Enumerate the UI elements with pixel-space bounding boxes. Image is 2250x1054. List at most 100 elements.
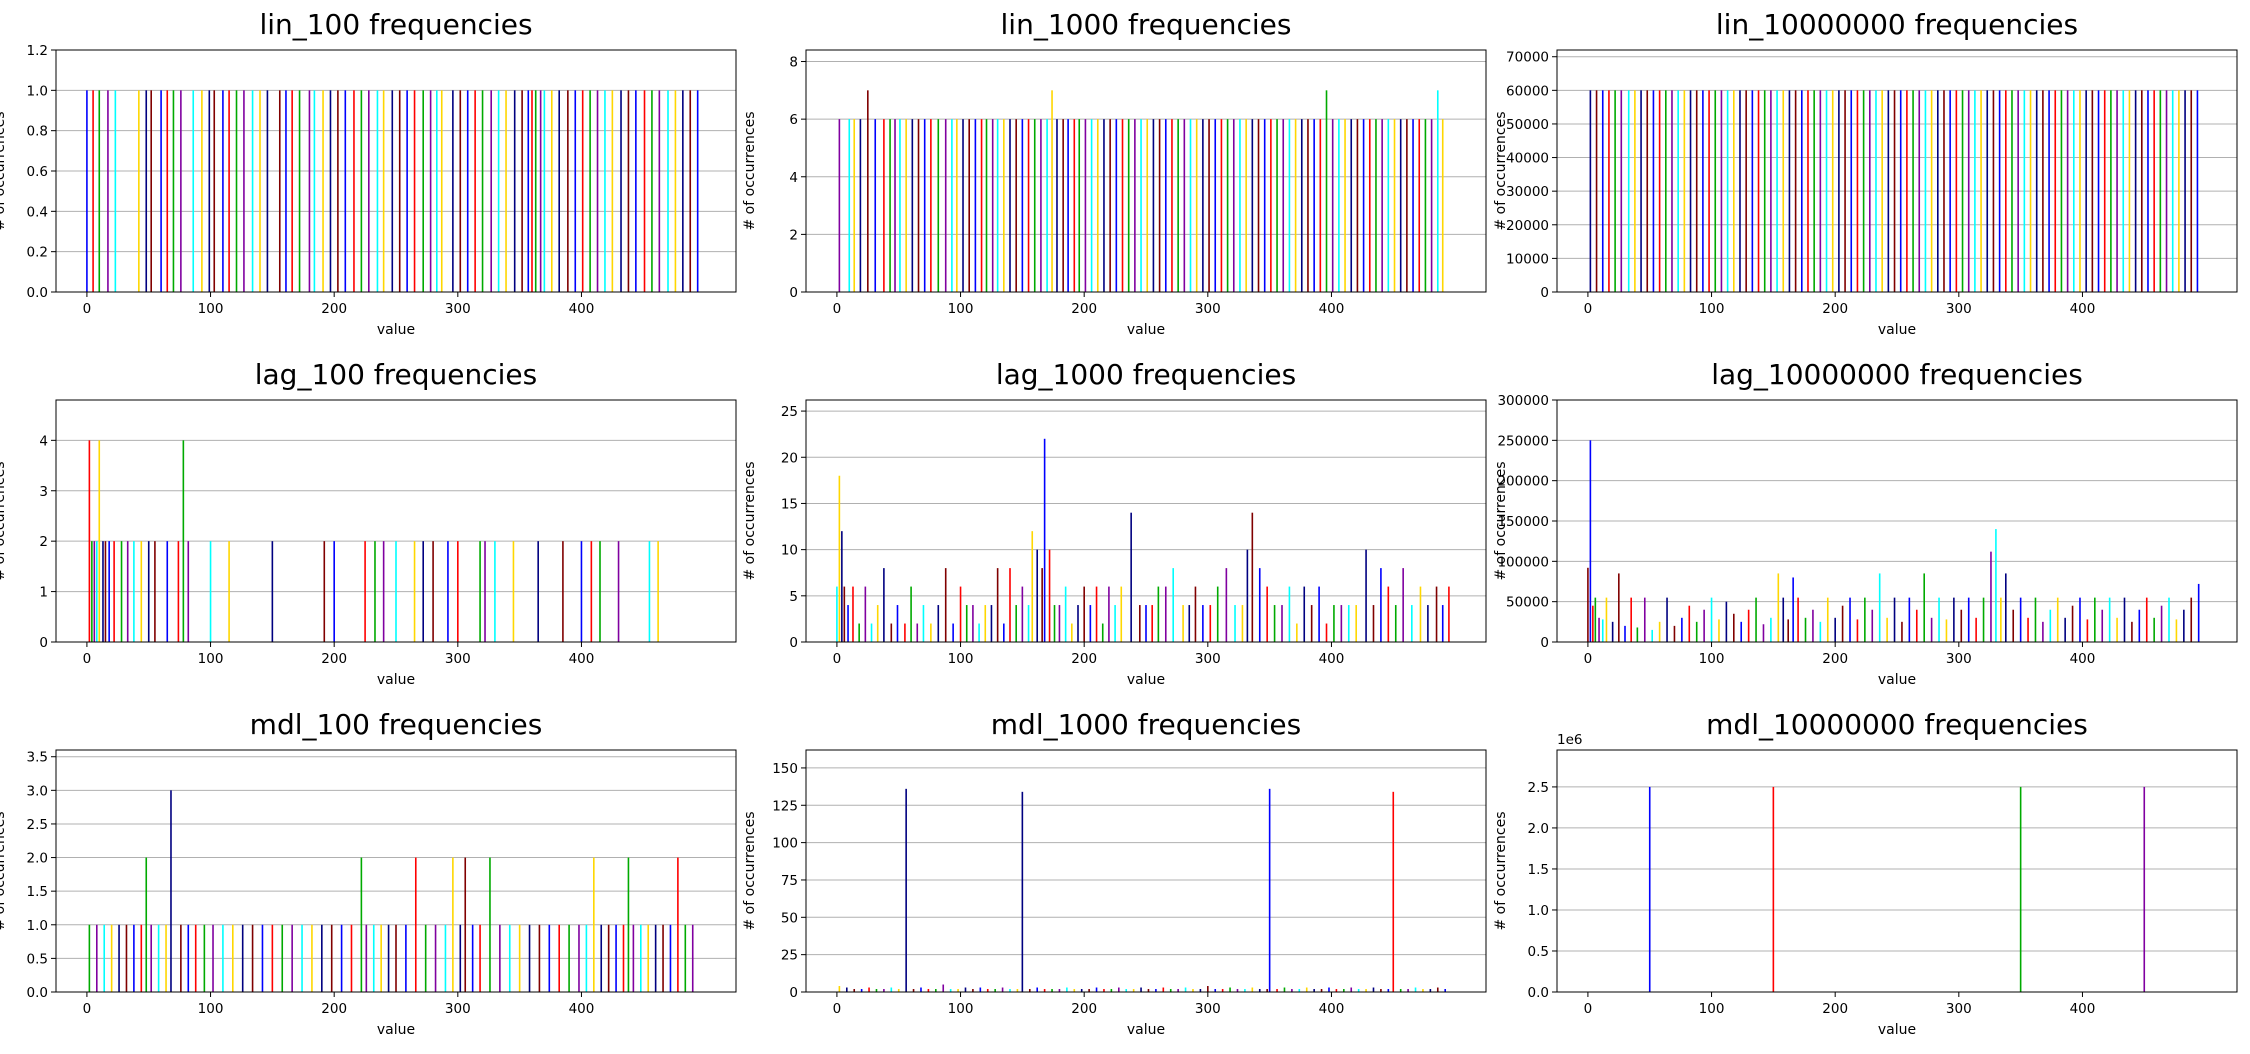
- x-tick-label: 400: [1319, 651, 1345, 667]
- bar: [2071, 605, 2074, 642]
- bar: [846, 987, 848, 992]
- bar: [852, 586, 854, 642]
- y-tick-label: 25: [781, 948, 798, 964]
- bar: [1127, 119, 1130, 292]
- bar: [1886, 617, 1888, 642]
- x-tick-label: 0: [83, 301, 92, 317]
- bar: [395, 541, 397, 642]
- bar: [120, 541, 123, 642]
- bar: [651, 90, 653, 292]
- bar: [864, 586, 867, 642]
- bar: [1134, 119, 1136, 292]
- x-tick-label: 400: [1319, 301, 1345, 317]
- bar: [232, 924, 234, 992]
- x-tick-label: 300: [1946, 301, 1972, 317]
- bar: [1188, 605, 1191, 642]
- bar: [434, 924, 437, 992]
- bar: [459, 924, 462, 992]
- bar: [1146, 119, 1149, 292]
- bar: [1313, 119, 1315, 292]
- bar: [1095, 987, 1098, 992]
- bar: [92, 90, 94, 292]
- x-tick-label: 0: [833, 651, 842, 667]
- bar: [972, 989, 974, 992]
- bar: [1598, 617, 1600, 642]
- bar: [1381, 119, 1383, 292]
- bar: [1387, 119, 1390, 292]
- bar: [1209, 605, 1212, 642]
- bar: [858, 623, 860, 642]
- bar: [968, 119, 970, 292]
- bar: [657, 541, 659, 642]
- bar: [841, 531, 843, 642]
- y-axis-label: # of occurrences: [0, 461, 8, 580]
- bar: [1046, 119, 1048, 292]
- x-tick-label: 100: [948, 1001, 974, 1017]
- bar: [180, 924, 182, 992]
- bar: [1982, 597, 1985, 642]
- bar: [658, 90, 661, 292]
- bar: [405, 924, 407, 992]
- bar: [1856, 90, 1859, 292]
- bar: [481, 90, 484, 292]
- bar: [1350, 987, 1353, 992]
- bar: [1114, 605, 1116, 642]
- bar: [1953, 597, 1955, 642]
- bar: [1162, 987, 1165, 992]
- bar: [1624, 625, 1626, 642]
- bar: [2110, 90, 2112, 292]
- bar: [1202, 119, 1204, 292]
- bar: [640, 924, 642, 992]
- bar: [1115, 119, 1118, 292]
- bar: [1120, 586, 1123, 642]
- y-tick-label: 100000: [1497, 554, 1549, 570]
- x-tick-label: 300: [1946, 651, 1972, 667]
- bar: [991, 119, 994, 292]
- bar: [1429, 989, 1432, 992]
- bar: [102, 541, 104, 642]
- bar: [838, 119, 841, 292]
- chart-title: mdl_10000000 frequencies: [1706, 708, 2088, 741]
- bar: [251, 924, 254, 992]
- bar: [1088, 989, 1090, 992]
- bar: [684, 924, 687, 992]
- bar: [1611, 621, 1614, 642]
- bar: [187, 924, 190, 992]
- bar: [1831, 90, 1834, 292]
- x-tick-label: 100: [948, 651, 974, 667]
- bar: [537, 541, 539, 642]
- bar: [1226, 119, 1229, 292]
- bar: [1344, 119, 1346, 292]
- bar: [581, 90, 584, 292]
- bar: [1695, 90, 1698, 292]
- bar: [2159, 90, 2162, 292]
- bar: [1276, 989, 1278, 992]
- chart-panel-5: 0 100 200 300 400 0 50000 100000 150000 200000 250…: [1493, 358, 2238, 688]
- bar: [1834, 617, 1836, 642]
- bar: [321, 924, 323, 992]
- bar: [1406, 119, 1408, 292]
- bar: [1073, 119, 1076, 292]
- y-tick-label: 2.0: [27, 851, 48, 867]
- bar: [2056, 597, 2059, 642]
- bar: [1601, 90, 1604, 292]
- bar: [558, 90, 560, 292]
- bar: [1016, 989, 1019, 992]
- bar: [125, 924, 128, 992]
- bar: [1083, 586, 1085, 642]
- bar: [558, 924, 560, 992]
- bar: [1041, 568, 1043, 642]
- bar: [452, 857, 454, 992]
- bar: [1648, 786, 1651, 992]
- y-tick-label: 2: [39, 534, 48, 550]
- bar: [859, 119, 862, 292]
- x-tick-label: 100: [1699, 301, 1725, 317]
- bar: [298, 90, 301, 292]
- bar: [424, 924, 427, 992]
- bar: [108, 541, 110, 642]
- bar: [1651, 629, 1653, 642]
- bar: [2034, 597, 2037, 642]
- chart-title: lag_1000 frequencies: [996, 358, 1296, 391]
- bar: [440, 90, 443, 292]
